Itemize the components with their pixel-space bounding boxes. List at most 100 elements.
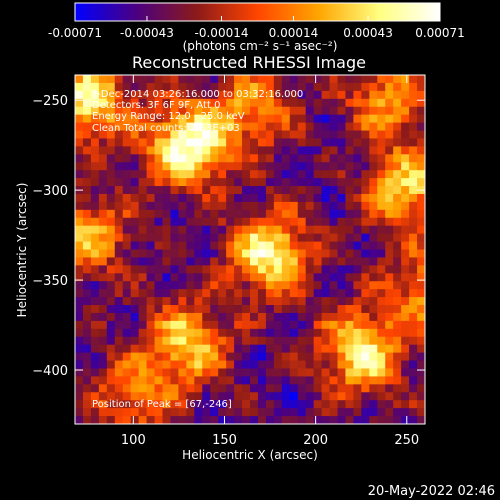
heatmap-cell [393, 122, 402, 131]
heatmap-cell [250, 162, 259, 171]
heatmap-cell [234, 114, 243, 123]
heatmap-cell [106, 209, 116, 219]
heatmap-cell [353, 170, 362, 179]
heatmap-cell [106, 368, 116, 377]
heatmap-cell [162, 257, 171, 266]
heatmap-cell [114, 344, 124, 354]
heatmap-cell [122, 186, 132, 195]
heatmap-cell [154, 305, 163, 314]
heatmap-cell [202, 146, 211, 155]
heatmap-cell [154, 82, 163, 92]
heatmap-cell [377, 257, 386, 266]
heatmap-cell [257, 297, 267, 306]
heatmap-cell [75, 257, 84, 266]
heatmap-cell [297, 336, 307, 346]
heatmap-cell [417, 75, 426, 84]
heatmap-cell [353, 90, 362, 100]
heatmap-cell [170, 249, 179, 258]
heatmap-cell [417, 170, 426, 179]
heatmap-cell [337, 193, 346, 203]
heatmap-cell [337, 217, 346, 227]
heatmap-cell [409, 320, 418, 330]
heatmap-cell [250, 90, 259, 100]
heatmap-cell [393, 75, 402, 84]
heatmap-cell [345, 297, 354, 306]
heatmap-cell [194, 106, 203, 116]
heatmap-cell [138, 368, 147, 377]
heatmap-cell [154, 241, 163, 250]
heatmap-cell [250, 376, 259, 385]
heatmap-cell [273, 178, 283, 187]
heatmap-cell [289, 138, 299, 147]
heatmap-cell [234, 209, 243, 219]
colorbar-tick-label: -0.00043 [120, 26, 174, 40]
heatmap-cell [337, 360, 346, 369]
heatmap-cell [170, 170, 179, 179]
heatmap-cell [162, 392, 171, 401]
heatmap-cell [98, 106, 108, 116]
heatmap-cell [114, 360, 124, 369]
heatmap-cell [281, 162, 291, 171]
heatmap-cell [242, 400, 251, 409]
heatmap-cell [369, 392, 378, 401]
heatmap-cell [265, 416, 275, 425]
heatmap-cell [146, 305, 155, 314]
heatmap-cell [75, 130, 84, 139]
heatmap-cell [385, 193, 394, 203]
heatmap-cell [385, 138, 394, 147]
heatmap-cell [194, 408, 203, 417]
heatmap-cell [178, 384, 187, 393]
heatmap-cell [377, 368, 386, 377]
heatmap-cell [377, 122, 386, 131]
heatmap-cell [265, 75, 275, 84]
heatmap-cell [218, 384, 227, 393]
heatmap-cell [345, 273, 354, 282]
heatmap-cell [242, 82, 251, 92]
heatmap-cell [234, 146, 243, 155]
heatmap-cell [353, 130, 362, 139]
heatmap-cell [345, 368, 354, 377]
heatmap-cell [90, 360, 100, 369]
heatmap-cell [178, 186, 187, 195]
heatmap-cell [154, 75, 163, 84]
heatmap-cell [242, 233, 251, 242]
heatmap-cell [305, 170, 315, 179]
heatmap-cell [250, 178, 259, 187]
heatmap-cell [234, 233, 243, 242]
heatmap-cell [146, 416, 155, 425]
heatmap-cell [162, 360, 171, 369]
heatmap-cell [130, 162, 140, 171]
heatmap-cell [146, 186, 155, 195]
heatmap-cell [289, 130, 299, 139]
heatmap-cell [417, 360, 426, 369]
heatmap-cell [297, 297, 307, 306]
heatmap-cell [329, 392, 338, 401]
heatmap-cell [154, 162, 163, 171]
heatmap-cell [289, 90, 299, 100]
heatmap-cell [202, 376, 211, 385]
heatmap-cell [178, 289, 187, 298]
heatmap-cell [234, 193, 243, 203]
heatmap-cell [202, 384, 211, 393]
heatmap-cell [242, 281, 251, 290]
heatmap-cell [242, 154, 251, 163]
heatmap-cell [377, 233, 386, 242]
heatmap-cell [202, 265, 211, 274]
heatmap-cell [75, 201, 84, 211]
heatmap-cell [242, 138, 251, 147]
heatmap-cell [321, 75, 330, 84]
heatmap-cell [75, 82, 84, 92]
heatmap-cell [329, 368, 338, 377]
heatmap-cell [75, 122, 84, 131]
heatmap-cell [162, 312, 171, 322]
heatmap-cell [313, 193, 322, 203]
heatmap-cell [162, 114, 171, 123]
heatmap-cell [210, 257, 219, 266]
heatmap-cell [82, 400, 92, 409]
heatmap-cell [122, 344, 132, 354]
y-tick-label: −350 [32, 274, 68, 289]
heatmap-cell [401, 98, 410, 108]
heatmap-cell [369, 241, 378, 250]
heatmap-cell [313, 225, 322, 235]
heatmap-cell [226, 217, 235, 227]
